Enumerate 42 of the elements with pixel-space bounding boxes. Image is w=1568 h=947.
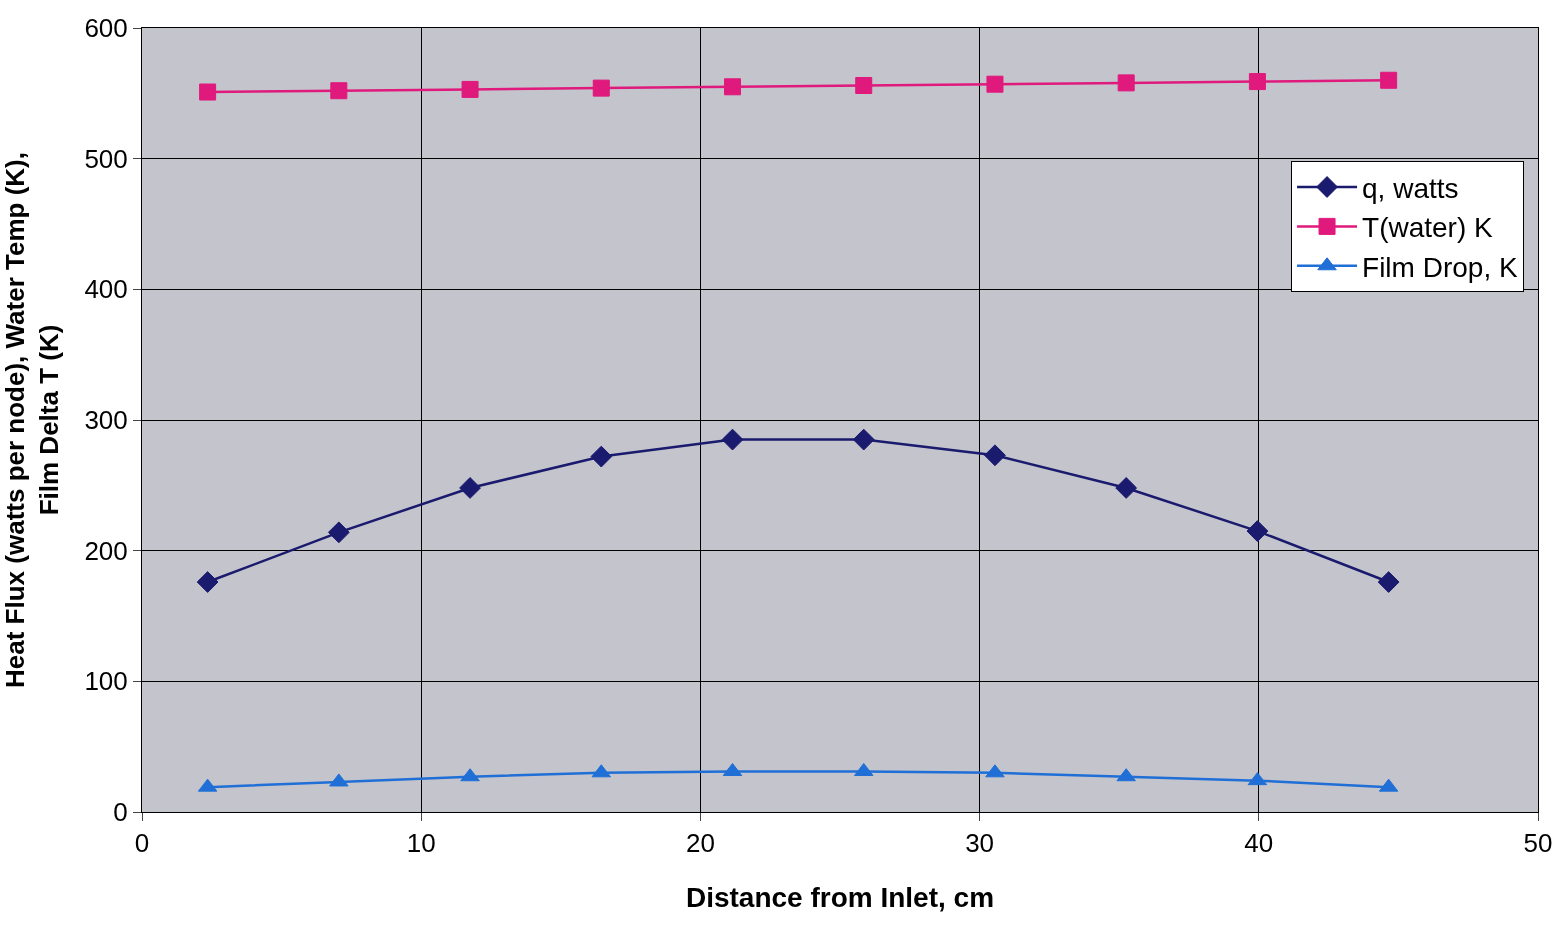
point [196,571,219,593]
legend-label: T(water) K [1362,212,1494,244]
point [327,521,350,544]
y-tick-label: 600 [84,13,128,44]
point [1246,520,1269,542]
x-axis-title: Distance from Inlet, cm [685,882,995,914]
point [1116,768,1136,782]
point [1117,74,1135,92]
y-tick-label: 500 [84,143,128,174]
point [461,80,479,98]
x-tick-label: 20 [685,828,715,859]
y-tick-label: 300 [84,405,128,436]
point [721,428,744,451]
point [985,764,1005,778]
point [592,79,610,97]
point [1248,73,1266,91]
legend-label: Film Drop, K [1362,251,1518,283]
point [724,78,742,96]
y-tick-label: 400 [84,274,128,305]
point [329,773,349,787]
y-tick-label: 0 [113,797,128,828]
y-axis-title: Heat Flux (watts per node), Water Temp (K), Film Delta T (K) [0,152,64,688]
y-tick-label: 100 [84,666,128,697]
legend-label: q, watts [1362,172,1459,204]
point [1380,71,1398,89]
point [460,768,480,782]
point [852,428,875,451]
y-tick-label: 200 [84,535,128,566]
point [590,445,613,468]
x-tick-label: 10 [406,828,436,859]
point [984,444,1006,467]
point [459,477,481,499]
point [1377,571,1400,593]
point [199,83,217,101]
x-tick-label: 50 [1523,828,1553,859]
point [1115,477,1138,499]
x-tick-label: 40 [1244,828,1274,859]
x-tick-label: 30 [965,828,995,859]
x-tick-label: 0 [134,828,150,859]
point [986,75,1004,93]
point [330,82,348,100]
point [855,76,873,94]
